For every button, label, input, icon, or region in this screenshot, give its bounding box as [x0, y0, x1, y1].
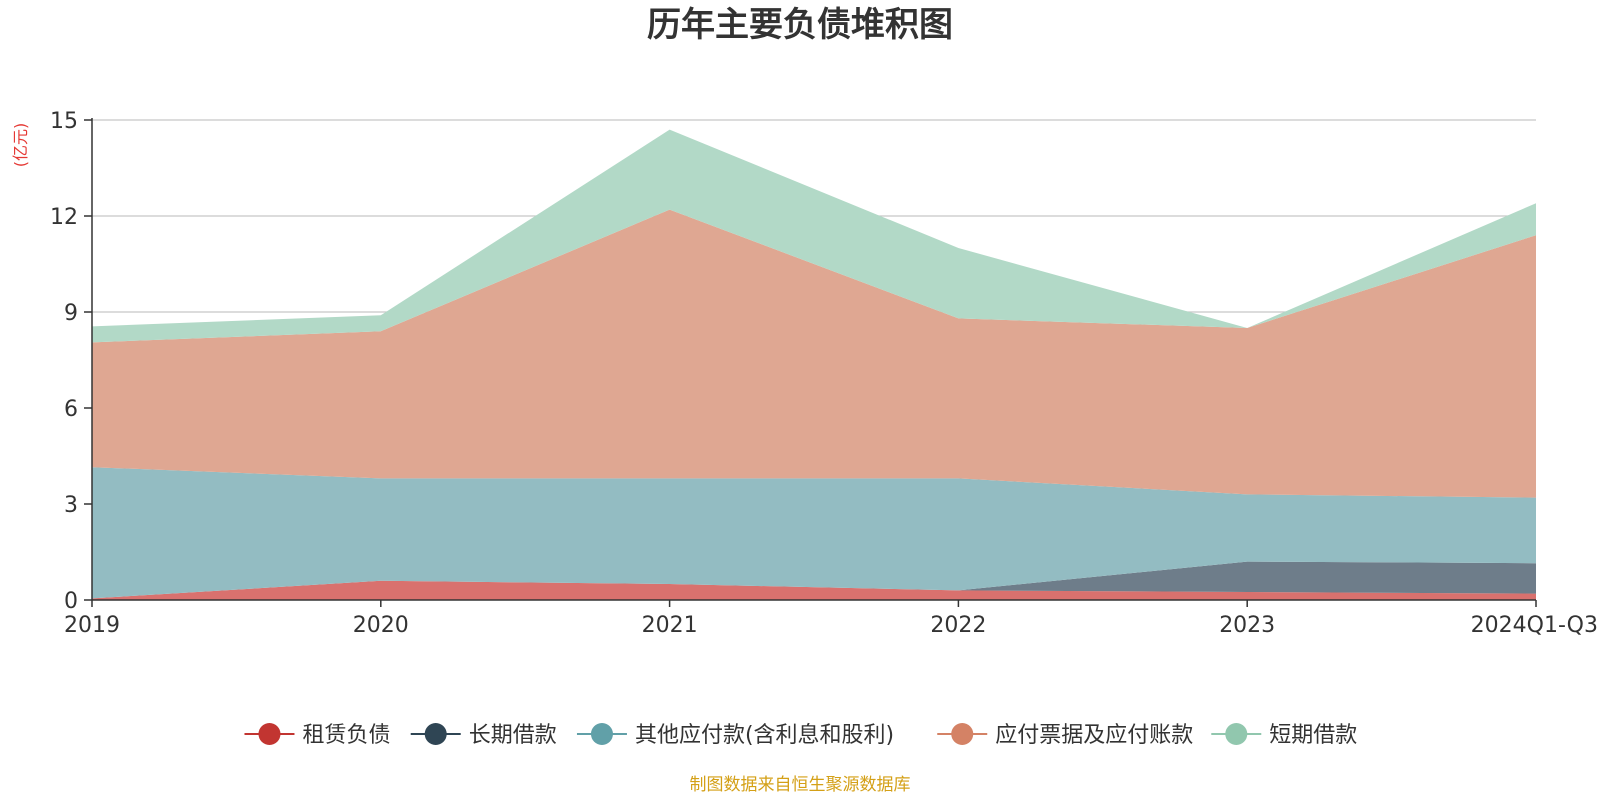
y-tick-label: 3	[64, 493, 78, 518]
y-tick-label: 15	[50, 109, 78, 134]
y-tick-label: 0	[64, 589, 78, 614]
legend-marker	[1225, 723, 1247, 745]
y-tick-label: 9	[64, 301, 78, 326]
legend-marker	[591, 723, 613, 745]
x-tick-label: 2022	[930, 613, 986, 638]
legend-label: 应付票据及应付账款	[995, 723, 1193, 748]
x-tick-label: 2024Q1-Q3	[1471, 613, 1598, 638]
y-tick-label: 12	[50, 205, 78, 230]
legend-item-0[interactable]: 租赁负债	[244, 723, 390, 748]
y-axis-unit-label: (亿元)	[11, 123, 30, 168]
x-tick-label: 2021	[642, 613, 698, 638]
legend[interactable]: 租赁负债 长期借款 其他应付款(含利息和股利) 应付票据及应付账款 短期借款	[244, 723, 1357, 748]
legend-label: 短期借款	[1269, 723, 1357, 748]
chart-title: 历年主要负债堆积图	[647, 5, 953, 45]
x-tick-label: 2019	[64, 613, 120, 638]
stacked-areas	[92, 130, 1536, 600]
legend-label: 长期借款	[469, 723, 557, 748]
legend-item-2[interactable]: 其他应付款(含利息和股利)	[577, 723, 894, 748]
legend-item-4[interactable]: 短期借款	[1211, 723, 1357, 748]
legend-marker	[951, 723, 973, 745]
x-tick-label: 2020	[353, 613, 409, 638]
legend-label: 其他应付款(含利息和股利)	[635, 723, 894, 748]
y-tick-label: 6	[64, 397, 78, 422]
legend-marker	[425, 723, 447, 745]
source-note: 制图数据来自恒生聚源数据库	[690, 775, 911, 795]
x-tick-label: 2023	[1219, 613, 1275, 638]
legend-item-1[interactable]: 长期借款	[411, 723, 557, 748]
legend-marker	[258, 723, 280, 745]
legend-item-3[interactable]: 应付票据及应付账款	[937, 723, 1193, 748]
legend-label: 租赁负债	[302, 723, 390, 748]
